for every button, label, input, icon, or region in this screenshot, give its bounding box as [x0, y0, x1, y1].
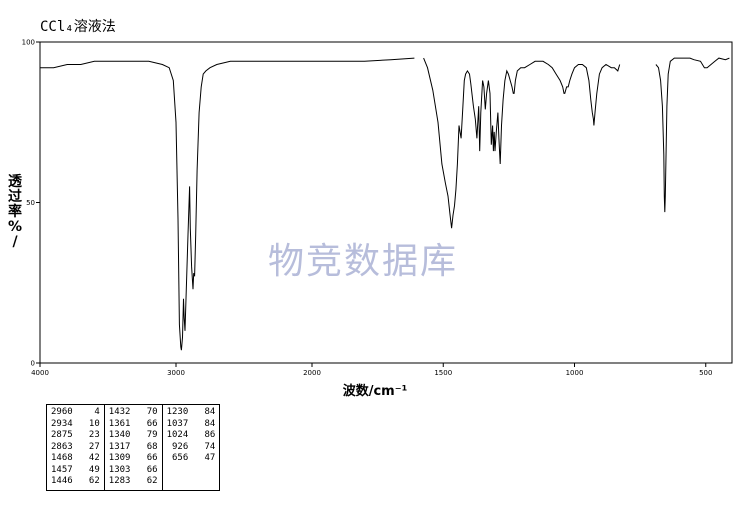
peak-entry: 1230 84	[167, 407, 216, 419]
x-tick-label: 4000	[31, 369, 49, 377]
peak-entry: 656 47	[167, 453, 216, 465]
peak-entry: 1309 66	[109, 453, 158, 465]
peak-entry: 926 74	[167, 442, 216, 454]
watermark-text: 物竞数据库	[268, 232, 458, 284]
plot-frame	[40, 42, 732, 363]
y-axis-label-char: /	[6, 235, 24, 250]
peak-table-row: 2960 4 2934 10 2875 23 2863 27 1468 42 1457 4…	[47, 405, 220, 491]
x-tick-label: 1000	[566, 369, 584, 377]
x-tick-label: 3000	[167, 369, 185, 377]
peak-entry: 1361 66	[109, 419, 158, 431]
y-axis-label-char: %	[6, 220, 24, 235]
peak-table-column: 2960 4 2934 10 2875 23 2863 27 1468 42 1457 4…	[47, 405, 105, 491]
ir-spectrum-chart: 4000 3000 2000 1500 1000 500 0 50 100	[0, 0, 737, 400]
x-axis-label: 波数/cm⁻¹	[320, 380, 430, 399]
peak-table-column: 1432 70 1361 66 1340 79 1317 68 1309 66 1303 …	[104, 405, 162, 491]
axis-ticks: 4000 3000 2000 1500 1000 500 0 50 100	[22, 39, 713, 378]
peak-table: 2960 4 2934 10 2875 23 2863 27 1468 42 1457 4…	[46, 404, 220, 491]
spectrum-line-segment	[424, 58, 620, 228]
peak-entry: 1457 49	[51, 465, 100, 477]
spectrum-line-segment	[40, 58, 414, 350]
peak-entry: 1446 62	[51, 476, 100, 488]
axes	[40, 42, 732, 363]
y-axis-label-char: 率	[6, 205, 24, 220]
x-tick-label: 500	[699, 369, 712, 377]
y-axis-label-char: 过	[6, 190, 24, 205]
spectrum-line-segment	[656, 58, 730, 212]
peak-entry: 1432 70	[109, 407, 158, 419]
y-tick-label: 50	[26, 199, 35, 207]
peak-entry: 2863 27	[51, 442, 100, 454]
peak-entry: 2934 10	[51, 419, 100, 431]
spectrum-series	[40, 58, 729, 350]
y-tick-label: 0	[31, 360, 35, 368]
y-tick-label: 100	[22, 39, 35, 47]
peak-entry: 1468 42	[51, 453, 100, 465]
peak-entry	[167, 476, 216, 488]
peak-entry: 2960 4	[51, 407, 100, 419]
peak-entry: 1283 62	[109, 476, 158, 488]
y-axis-label-char: 透	[6, 175, 24, 190]
peak-entry: 1037 84	[167, 419, 216, 431]
peak-entry: 1024 86	[167, 430, 216, 442]
peak-table-column: 1230 84 1037 84 1024 86 926 74 656 47	[162, 405, 220, 491]
peak-entry: 1317 68	[109, 442, 158, 454]
peak-entry: 1303 66	[109, 465, 158, 477]
x-tick-label: 1500	[434, 369, 452, 377]
peak-entry: 2875 23	[51, 430, 100, 442]
peak-entry: 1340 79	[109, 430, 158, 442]
x-tick-label: 2000	[303, 369, 321, 377]
y-axis-label: 透过率% /	[6, 175, 24, 250]
peak-entry	[167, 465, 216, 477]
